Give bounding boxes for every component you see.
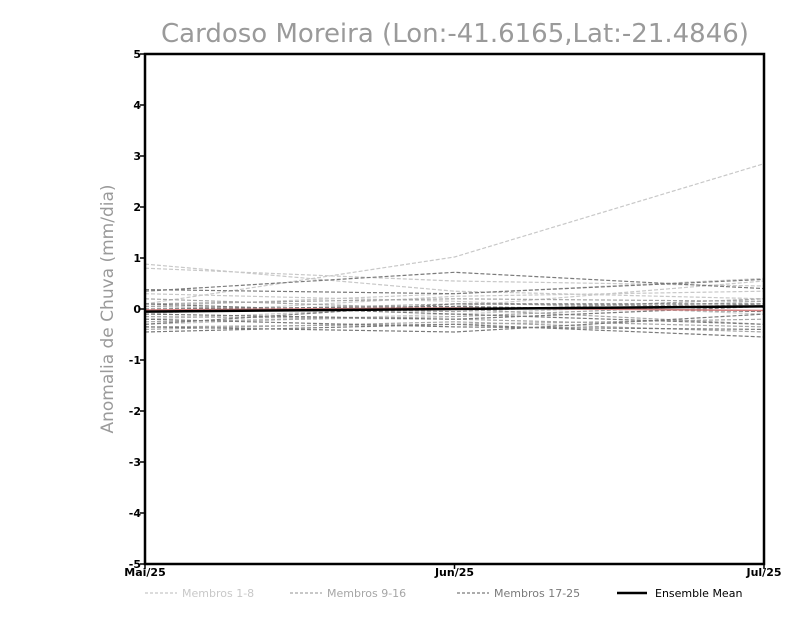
member-line-group-3-7 (144, 303, 765, 325)
x-tick-label: Mai/25 (124, 566, 165, 579)
y-tick-label: -5 (129, 558, 141, 571)
y-tick-label: -3 (129, 456, 141, 469)
y-tick-label: 5 (133, 48, 141, 61)
member-line-group-1-1 (144, 263, 765, 300)
chart-title: Cardoso Moreira (Lon:-41.6165,Lat:-21.48… (161, 19, 749, 49)
member-line-group-3-4 (144, 323, 765, 338)
series-layer (144, 163, 765, 338)
ensemble-mean-line (144, 305, 765, 313)
member-line-group-3-9 (144, 305, 765, 320)
y-tick-label: 2 (133, 201, 141, 214)
member-line-group-1-2 (144, 267, 765, 287)
member-line-group-2-8 (144, 321, 765, 333)
member-line-group-3-8 (144, 313, 765, 333)
y-tick-label: -2 (129, 405, 141, 418)
member-line-group-3-3 (144, 303, 764, 325)
y-axis-label: Anomalia de Chuva (mm/dia) (98, 184, 118, 433)
member-line-group-3-6 (144, 318, 765, 330)
member-line-group-3-1 (144, 271, 765, 292)
member-line-group-1-4 (144, 280, 765, 320)
legend-label: Membros 1-8 (182, 587, 254, 600)
y-tick-label: -4 (129, 507, 142, 520)
y-tick-label: 4 (133, 99, 141, 112)
y-tick-label: 0 (133, 303, 141, 316)
legend-label: Ensemble Mean (655, 587, 742, 600)
member-line-group-1-3 (144, 163, 765, 305)
legend-label: Membros 9-16 (327, 587, 406, 600)
y-tick-label: -1 (129, 354, 141, 367)
x-tick-label: Jul/25 (745, 566, 781, 579)
axis-layer: -5 -4 -3 -2 -1 0 1 2 3 4 5 Mai/25 Jun/25 Jul/25 (124, 48, 781, 579)
legend-label: Membros 17-25 (494, 587, 580, 600)
legend: Membros 1-8 Membros 9-16 Membros 17-25 Ense… (145, 587, 742, 600)
y-tick-label: 1 (133, 252, 141, 265)
member-line-group-1-6 (144, 300, 765, 325)
member-line-group-3-5 (144, 305, 765, 313)
y-tick-label: 3 (133, 150, 141, 163)
member-line-group-3-2 (144, 278, 765, 295)
x-tick-label: Jun/25 (434, 566, 474, 579)
